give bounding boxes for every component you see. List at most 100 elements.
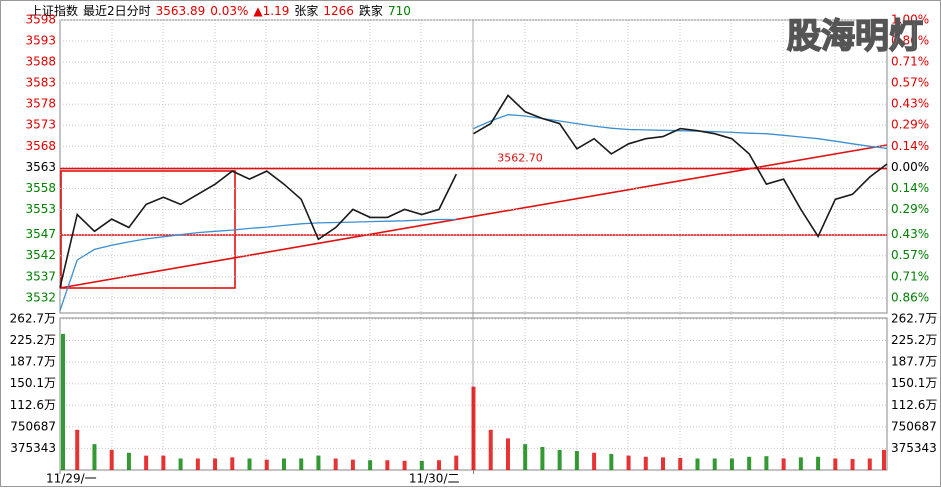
volume-bar [299,458,304,470]
price-line [473,94,888,239]
y-tick-label: 3558 [25,181,56,195]
volume-bar [75,429,80,470]
volume-bar [523,444,528,470]
y2-tick-label: 0.14% [891,181,929,195]
y2-tick-label: 0.86% [891,34,929,48]
header-item: 最近2日分时 [83,4,151,18]
y2-tick-label: 1.00% [891,13,929,27]
volume-bar [281,458,286,470]
x-tick-label: 11/30/二 [409,472,460,486]
volume-bar [643,456,648,470]
y2-tick-label: 0.29% [891,118,929,132]
volume-bar [333,458,338,470]
volume-bar [454,455,459,470]
volume-bar [729,458,734,470]
volume-tick-label: 112.6万 [10,398,56,412]
y-tick-label: 3583 [25,76,56,90]
volume-tick-label-right: 150.1万 [891,376,937,390]
y-tick-label: 3553 [25,202,56,216]
y-tick-label: 3532 [25,290,56,304]
y-tick-label: 3563 [25,160,56,174]
volume-bar [833,458,838,470]
volume-bar [264,459,269,470]
volume-bar [230,457,235,470]
header-item: 跌家 [359,3,383,18]
y-tick-label: 3537 [25,269,56,283]
volume-bar [678,457,683,470]
volume-bar [247,458,252,470]
volume-bar [161,455,166,470]
volume-bar [488,429,493,470]
price-line [59,218,457,311]
volume-bar [437,460,442,470]
volume-bar [764,456,769,470]
y2-tick-label: 0.43% [891,97,929,111]
volume-bar [402,460,407,470]
y-tick-label: 3547 [25,227,56,241]
volume-bar [61,333,65,470]
volume-bar [195,458,200,470]
y2-tick-label: 0.86% [891,290,929,304]
volume-bar [798,457,803,470]
volume-bar [574,451,579,470]
header: 上证指数 最近2日分时 3563.89 0.03% ▲1.19 张家 1266 跌家 710 [30,3,411,18]
volume-bar [661,457,666,470]
header-item: 710 [388,4,411,18]
header-item: 上证指数 [30,3,78,18]
volume-tick-label: 187.7万 [10,355,56,369]
volume-bar [626,455,631,470]
volume-bar [385,460,390,470]
y2-tick-label: 0.57% [891,248,929,262]
volume-bar [109,449,114,470]
y-tick-label: 3573 [25,118,56,132]
volume-bar [92,444,97,470]
volume-tick-label-right: 375343 [891,441,937,455]
volume-bar [609,453,614,470]
volume-bar [816,456,821,470]
header-item: 3563.89 [156,4,206,18]
y-tick-label: 3542 [25,248,56,262]
y2-tick-label: 0.71% [891,269,929,283]
price-line [59,170,458,288]
price-panel [59,19,888,314]
baseline-label: 3562.70 [497,152,543,165]
volume-tick-label-right: 187.7万 [891,355,937,369]
volume-tick-label: 225.2万 [10,333,56,347]
volume-tick-label-right: 112.6万 [891,398,937,412]
volume-bar [505,438,510,470]
volume-bar [712,458,717,470]
header-item: 1266 [323,4,354,18]
y2-tick-label: 0.57% [891,76,929,90]
volume-tick-label: 750687 [10,419,56,433]
volume-bar [867,458,872,470]
volume-tick-label-right: 750687 [891,419,937,433]
x-tick-label: 11/29/一 [46,472,97,486]
y2-tick-label: 0.29% [891,202,929,216]
volume-bar [178,458,183,470]
volume-bar [592,452,597,470]
volume-bar [540,447,545,470]
y-tick-label: 3588 [25,55,56,69]
volume-bar [850,459,855,470]
volume-tick-label-right: 225.2万 [891,333,937,347]
volume-bar [419,460,424,470]
volume-bar [781,458,786,470]
volume-bar [213,458,218,470]
volume-tick-label: 150.1万 [10,376,56,390]
volume-bar [557,449,562,470]
volume-tick-label-right: 262.7万 [891,312,937,326]
volume-bar [126,452,131,470]
volume-bar [316,455,321,470]
y2-tick-label: 0.14% [891,139,929,153]
header-item: 张家 [294,3,318,18]
volume-bar [144,455,149,470]
volume-bar [747,456,752,470]
y2-tick-label: 0.71% [891,55,929,69]
volume-bar [695,458,700,470]
y-tick-label: 3578 [25,97,56,111]
y2-tick-label: 0.00% [891,160,929,174]
header-item: ▲1.19 [253,4,289,18]
volume-bar [368,460,373,470]
